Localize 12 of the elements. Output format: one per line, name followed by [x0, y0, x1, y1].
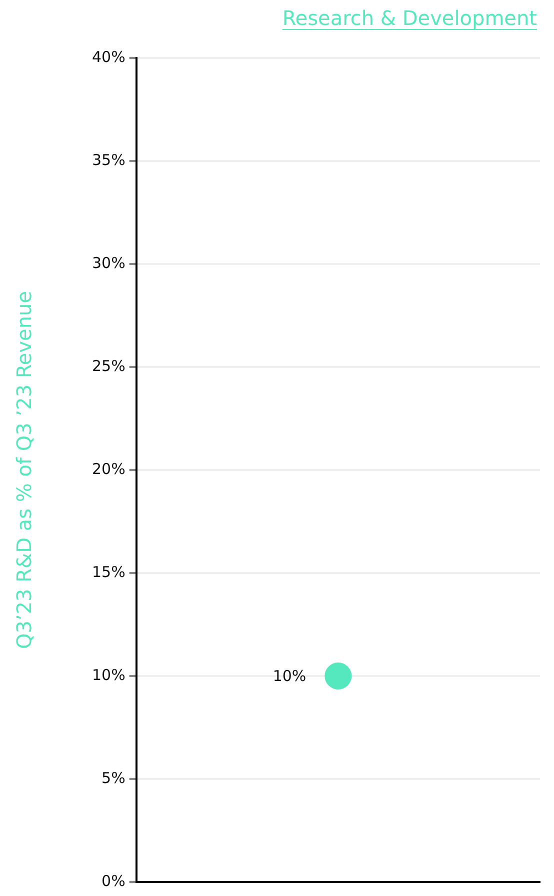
- y-tick-label: 15%: [92, 562, 126, 581]
- y-tick-label: 25%: [92, 356, 126, 375]
- y-tick-label: 20%: [92, 460, 126, 478]
- y-tick-label: 35%: [92, 150, 126, 169]
- y-axis-title: Q3’23 R&D as % of Q3 ’23 Revenue: [12, 291, 36, 649]
- y-tick-label: 40%: [92, 48, 126, 66]
- chart-title: Research & Development: [282, 6, 537, 30]
- y-tick-label: 0%: [102, 872, 126, 890]
- y-tick-label: 5%: [102, 768, 126, 787]
- data-label: 10%: [272, 666, 306, 685]
- y-tick-label: 30%: [92, 254, 126, 272]
- y-tick-label: 10%: [92, 666, 126, 684]
